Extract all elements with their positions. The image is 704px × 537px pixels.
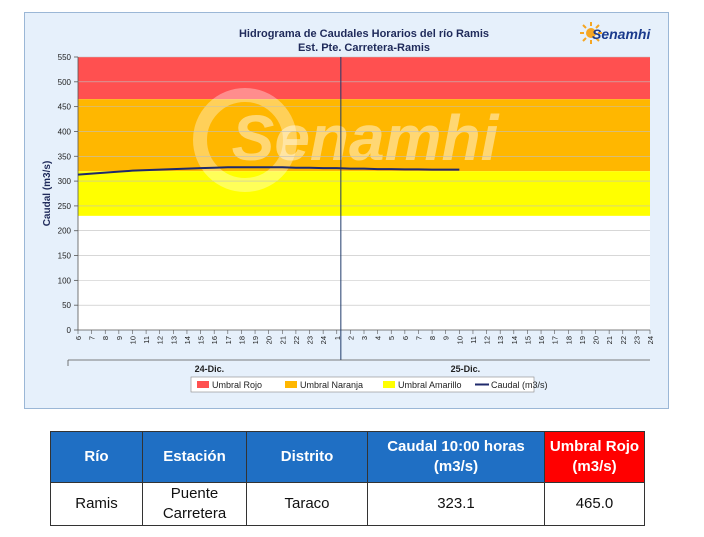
table-header-row: Río Estación Distrito Caudal 10:00 horas… bbox=[50, 431, 645, 483]
cell-caudal: 323.1 bbox=[367, 482, 545, 526]
x-tick-label: 17 bbox=[551, 336, 560, 344]
watermark-text: Senamhi bbox=[232, 102, 500, 174]
x-tick-label: 24 bbox=[646, 336, 655, 344]
watermark-sun bbox=[193, 88, 297, 192]
x-tick-label: 14 bbox=[183, 336, 192, 344]
y-tick-label: 150 bbox=[58, 252, 72, 261]
x-tick-label: 11 bbox=[142, 336, 151, 344]
x-tick-label: 5 bbox=[387, 336, 396, 340]
x-tick-label: 21 bbox=[605, 336, 614, 344]
x-tick-label: 23 bbox=[632, 336, 641, 344]
chart-subtitle: Est. Pte. Carretera-Ramis bbox=[298, 42, 430, 54]
chart-title: Hidrograma de Caudales Horarios del río … bbox=[239, 28, 489, 40]
x-tick-label: 12 bbox=[156, 336, 165, 344]
header-umbral-rojo: Umbral Rojo (m3/s) bbox=[544, 431, 645, 483]
x-tick-label: 23 bbox=[306, 336, 315, 344]
x-tick-label: 15 bbox=[523, 336, 532, 344]
cell-umbral-rojo: 465.0 bbox=[544, 482, 645, 526]
legend-swatch bbox=[285, 381, 297, 388]
y-axis-label: Caudal (m3/s) bbox=[42, 161, 53, 227]
x-tick-label: 22 bbox=[292, 336, 301, 344]
y-tick-label: 350 bbox=[58, 152, 72, 161]
x-tick-label: 2 bbox=[346, 336, 355, 340]
x-tick-label: 7 bbox=[414, 336, 423, 340]
x-tick-label: 24 bbox=[319, 336, 328, 344]
x-tick-label: 11 bbox=[469, 336, 478, 344]
x-tick-label: 20 bbox=[592, 336, 601, 344]
legend-label: Umbral Naranja bbox=[300, 380, 363, 390]
legend-label: Caudal (m3/s) bbox=[491, 380, 548, 390]
x-tick-label: 21 bbox=[278, 336, 287, 344]
y-tick-label: 250 bbox=[58, 202, 72, 211]
y-tick-label: 0 bbox=[67, 326, 72, 335]
y-tick-label: 200 bbox=[58, 227, 72, 236]
x-tick-label: 22 bbox=[619, 336, 628, 344]
x-tick-label: 10 bbox=[455, 336, 464, 344]
x-tick-label: 15 bbox=[197, 336, 206, 344]
cell-distrito: Taraco bbox=[246, 482, 368, 526]
x-tick-label: 8 bbox=[428, 336, 437, 340]
legend-label: Umbral Rojo bbox=[212, 380, 262, 390]
x-tick-label: 10 bbox=[128, 336, 137, 344]
x-tick-label: 19 bbox=[578, 336, 587, 344]
legend-box bbox=[190, 376, 535, 393]
band-rojo bbox=[78, 57, 650, 100]
y-tick-label: 450 bbox=[58, 103, 72, 112]
x-tick-label: 14 bbox=[510, 336, 519, 344]
x-tick-label: 1 bbox=[333, 336, 342, 340]
day-label: 24-Dic. bbox=[195, 364, 225, 374]
legend-label: Umbral Amarillo bbox=[398, 380, 462, 390]
x-tick-label: 9 bbox=[115, 336, 124, 340]
cell-rio: Ramis bbox=[50, 482, 143, 526]
legend-swatch bbox=[383, 381, 395, 388]
x-tick-label: 17 bbox=[224, 336, 233, 344]
sun-icon bbox=[580, 22, 602, 44]
x-tick-label: 4 bbox=[374, 336, 383, 340]
x-tick-label: 20 bbox=[265, 336, 274, 344]
legend-swatch bbox=[197, 381, 209, 388]
x-tick-label: 9 bbox=[442, 336, 451, 340]
station-table: Río Estación Distrito Caudal 10:00 horas… bbox=[50, 431, 645, 526]
x-tick-label: 6 bbox=[74, 336, 83, 340]
header-caudal: Caudal 10:00 horas (m3/s) bbox=[367, 431, 545, 483]
senamhi-logo bbox=[580, 22, 658, 50]
x-tick-label: 18 bbox=[237, 336, 246, 344]
hydrograph-chart: Senamhi 0 50 100 150 200 250 300 350 400 450 500 550… bbox=[42, 28, 655, 393]
x-tick-label: 13 bbox=[496, 336, 505, 344]
cell-estacion: Puente Carretera bbox=[142, 482, 247, 526]
header-estacion: Estación bbox=[142, 431, 247, 483]
x-tick-label: 8 bbox=[101, 336, 110, 340]
day-label: 25-Dic. bbox=[451, 364, 481, 374]
y-tick-label: 300 bbox=[58, 177, 72, 186]
y-tick-label: 550 bbox=[58, 53, 72, 62]
x-tick-label: 19 bbox=[251, 336, 260, 344]
series-line-caudal bbox=[77, 166, 460, 176]
header-rio: Río bbox=[50, 431, 143, 483]
x-tick-label: 7 bbox=[88, 336, 97, 340]
y-tick-label: 50 bbox=[62, 301, 71, 310]
table-row: Ramis Puente Carretera Taraco 323.1 465.… bbox=[50, 482, 645, 526]
x-tick-label: 12 bbox=[483, 336, 492, 344]
logo-text: Senamhi bbox=[592, 26, 651, 42]
x-tick-label: 16 bbox=[210, 336, 219, 344]
x-tick-label: 13 bbox=[169, 336, 178, 344]
band-naranja bbox=[78, 99, 650, 172]
header-distrito: Distrito bbox=[246, 431, 368, 483]
y-tick-label: 500 bbox=[58, 78, 72, 87]
x-tick-label: 3 bbox=[360, 336, 369, 340]
x-tick-label: 16 bbox=[537, 336, 546, 344]
band-amarillo bbox=[78, 171, 650, 216]
y-tick-label: 400 bbox=[58, 127, 72, 136]
y-tick-label: 100 bbox=[58, 276, 72, 285]
x-tick-label: 6 bbox=[401, 336, 410, 340]
x-tick-label: 18 bbox=[564, 336, 573, 344]
